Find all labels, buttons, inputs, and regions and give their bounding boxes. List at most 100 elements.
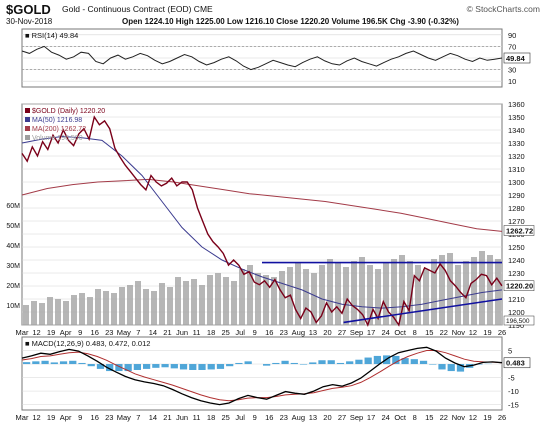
price-current-value-box: [503, 280, 535, 291]
volume-current-value: 196,500: [506, 318, 530, 325]
macd-x-axis-label: Jun: [176, 413, 188, 422]
macd-histogram-bar: [346, 361, 354, 365]
macd-histogram-bar: [152, 364, 160, 368]
volume-bar: [31, 301, 37, 325]
volume-bar: [151, 291, 157, 325]
x-axis-label: Jul: [235, 328, 245, 337]
macd-histogram-bar: [59, 361, 68, 365]
x-axis-label: 19: [47, 328, 55, 337]
legend-entry: MA(50) 1216.98: [32, 117, 82, 124]
macd-x-axis-label: Nov: [452, 413, 466, 422]
x-axis-label: 12: [32, 328, 40, 337]
macd-histogram-bar: [401, 358, 409, 365]
volume-bar: [375, 269, 381, 325]
rsi-title: ■ RSI(14) 49.84: [25, 31, 78, 40]
macd-tick-label: -15: [508, 401, 519, 410]
x-axis-label: Aug: [292, 328, 305, 337]
rsi-value-box: [503, 52, 531, 64]
volume-tick-label: 30M: [6, 263, 20, 270]
volume-bar: [407, 261, 413, 325]
price-tick-label: 1310: [508, 165, 525, 174]
volume-bar: [247, 265, 253, 325]
price-tick-label: 1330: [508, 139, 525, 148]
macd-x-axis-label: 26: [498, 413, 506, 422]
stockcharts-logo: © StockCharts.com: [466, 4, 540, 14]
x-axis-label: 15: [425, 328, 433, 337]
x-axis-label: 9: [253, 328, 257, 337]
volume-bar: [327, 259, 333, 325]
volume-bar: [479, 251, 485, 325]
volume-bar: [175, 277, 181, 325]
volume-bar: [447, 253, 453, 325]
macd-x-axis-label: May: [117, 413, 131, 422]
x-axis-label: Apr: [60, 328, 72, 337]
macd-histogram-bar: [161, 364, 169, 368]
price-tick-label: 1280: [508, 204, 525, 213]
price-tick-label: 1270: [508, 217, 525, 226]
macd-histogram-bar: [392, 355, 400, 365]
macd-x-axis-label: 9: [253, 413, 257, 422]
macd-x-axis-label: 13: [309, 413, 317, 422]
macd-x-axis-label: 8: [413, 413, 417, 422]
price-tick-label: 1360: [508, 100, 525, 109]
volume-bar: [471, 257, 477, 325]
macd-histogram-bar: [207, 364, 215, 370]
volume-bar: [455, 265, 461, 325]
legend-entry: Volume 196,500: [32, 135, 83, 142]
price-line: [21, 115, 503, 327]
ma200-current-value-box: [503, 225, 535, 236]
ma50-line: [21, 135, 503, 309]
macd-histogram-bar: [355, 359, 363, 365]
volume-bar: [55, 299, 61, 325]
macd-histogram-bar: [115, 364, 123, 372]
volume-bar: [79, 293, 85, 325]
rsi-tick-label: 90: [508, 31, 516, 40]
volume-bar: [111, 293, 117, 325]
x-axis-label: Mar: [16, 328, 29, 337]
volume-bar: [135, 281, 141, 325]
volume-bar: [159, 283, 165, 325]
x-axis-label: Oct: [394, 328, 407, 337]
macd-x-axis-label: Oct: [394, 413, 407, 422]
volume-bar: [119, 287, 125, 325]
price-panel-frame: [21, 103, 503, 326]
macd-histogram-bar: [299, 364, 308, 365]
volume-bar: [95, 289, 101, 325]
macd-tick-label: -10: [508, 387, 519, 396]
volume-bar: [383, 263, 389, 325]
x-axis-label: 17: [367, 328, 375, 337]
macd-x-axis-label: 18: [207, 413, 215, 422]
legend-swatch: [25, 117, 30, 122]
macd-histogram-bar: [226, 364, 234, 367]
volume-bar: [439, 255, 445, 325]
volume-bar: [295, 263, 301, 325]
volume-bar: [431, 259, 437, 325]
macd-histogram-bar: [179, 364, 188, 370]
macd-x-axis-label: Sep: [350, 413, 363, 422]
macd-x-axis-label: 20: [323, 413, 331, 422]
macd-x-axis-label: Apr: [60, 413, 72, 422]
x-axis-label: 20: [323, 328, 331, 337]
volume-bar: [87, 297, 93, 325]
x-axis-label: 25: [221, 328, 229, 337]
volume-bar: [103, 291, 109, 325]
macd-histogram-bar: [281, 360, 289, 365]
price-tick-label: 1200: [508, 308, 525, 317]
x-axis-label: 9: [78, 328, 82, 337]
x-axis-label: 13: [309, 328, 317, 337]
macd-histogram-bar: [189, 364, 197, 370]
macd-x-axis-label: 25: [221, 413, 229, 422]
price-tick-label: 1190: [508, 321, 524, 330]
rsi-tick-label: 70: [508, 42, 516, 51]
rsi-tick-label: 30: [508, 66, 516, 75]
ma200-line: [21, 178, 503, 232]
macd-x-axis-label: 19: [483, 413, 491, 422]
macd-histogram-bar: [336, 362, 345, 365]
macd-histogram-bar: [87, 364, 95, 367]
ohlc-summary: Open 1224.10 High 1225.00 Low 1216.10 Cl…: [122, 17, 459, 26]
macd-histogram-bar: [410, 359, 418, 365]
macd-histogram-bar: [429, 364, 437, 365]
volume-bar: [271, 277, 277, 325]
price-tick-label: 1240: [508, 256, 525, 265]
x-axis-label: 26: [498, 328, 506, 337]
